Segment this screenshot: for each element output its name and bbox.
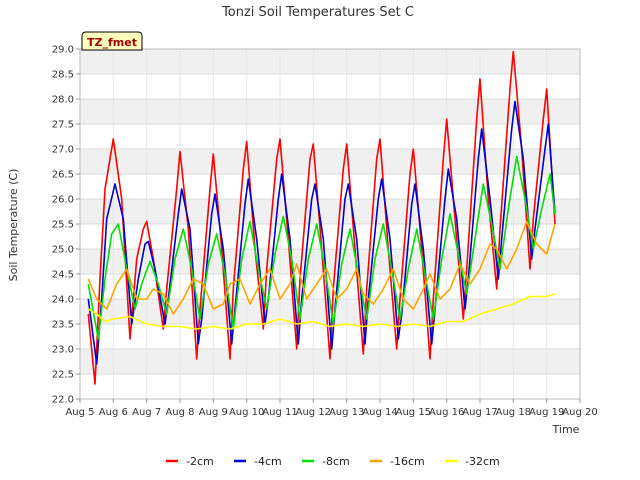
y-tick-label: 22.0 [52,395,74,406]
y-tick-label: 28.0 [52,95,74,106]
plot-band [80,149,580,174]
y-tick-label: 23.0 [52,345,74,356]
y-tick-label: 25.5 [52,220,74,231]
y-tick-label: 23.5 [52,320,74,331]
x-axis-label: Time [552,423,580,436]
series-line-minus-16cm [87,220,556,315]
x-tick-label: Aug 5 [65,407,94,418]
legend-label: -2cm [186,455,214,468]
legend: -2cm -4cm -8cm -16cm -32cm [166,455,500,468]
x-tick-label: Aug 12 [296,407,331,418]
plot-band [80,99,580,124]
x-tick-label: Aug 10 [229,407,264,418]
x-tick-label: Aug 16 [429,407,464,418]
y-tick-label: 26.0 [52,195,74,206]
y-tick-label: 22.5 [52,370,74,381]
series-layer [87,50,556,385]
plot-band [80,199,580,224]
x-tick-label: Aug 9 [199,407,228,418]
legend-label: -32cm [465,455,500,468]
x-tick-label: Aug 17 [462,407,497,418]
legend-label: -4cm [254,455,282,468]
legend-item: -4cm [234,455,282,468]
y-axis-label: Soil Temperature (C) [7,169,20,282]
site-tag-label: TZ_fmet [87,36,137,49]
y-tick-label: 25.0 [52,245,74,256]
x-tick-label: Aug 14 [362,407,397,418]
site-tag: TZ_fmet [81,31,143,51]
y-tick-label: 27.0 [52,145,74,156]
plot-band [80,49,580,74]
x-tick-label: Aug 20 [562,407,597,418]
x-tick-label: Aug 15 [396,407,431,418]
y-tick-label: 24.5 [52,270,74,281]
y-tick-label: 24.0 [52,295,74,306]
legend-item: -16cm [370,455,425,468]
y-tick-label: 28.5 [52,70,74,81]
legend-item: -8cm [302,455,350,468]
x-tick-label: Aug 7 [132,407,161,418]
series-line-minus-32cm [87,293,556,330]
legend-label: -16cm [390,455,425,468]
x-tick-label: Aug 13 [329,407,364,418]
y-tick-label: 26.5 [52,170,74,181]
legend-item: -32cm [445,455,500,468]
x-tick-label: Aug 19 [529,407,564,418]
x-tick-label: Aug 11 [262,407,297,418]
series-line-minus-8cm [87,155,556,340]
x-tick-label: Aug 6 [99,407,128,418]
x-tick-label: Aug 8 [165,407,194,418]
y-tick-label: 27.5 [52,120,74,131]
x-tick-label: Aug 18 [496,407,531,418]
legend-label: -8cm [322,455,350,468]
chart-title: Tonzi Soil Temperatures Set C [221,5,414,20]
legend-item: -2cm [166,455,214,468]
y-tick-labels: 22.0 22.5 23.0 23.5 24.0 24.5 25.0 25.5 26.0 26.5… [52,45,80,406]
y-tick-label: 29.0 [52,45,74,56]
